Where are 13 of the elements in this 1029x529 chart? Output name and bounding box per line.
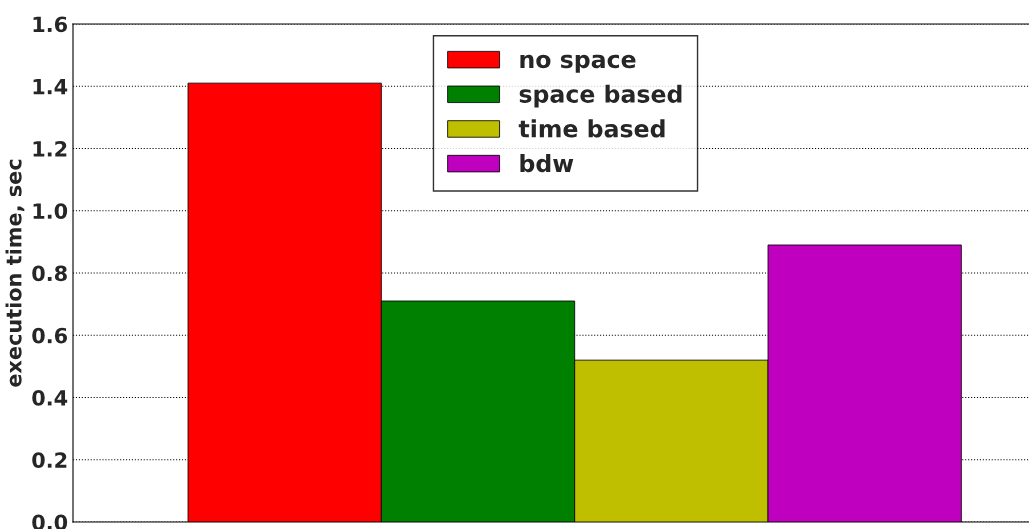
y-tick-label: 0.4 <box>32 389 68 406</box>
y-tick-label: 1.2 <box>33 140 67 157</box>
y-tick-label: 0.8 <box>32 265 67 282</box>
y-axis-title: execution time, sec <box>5 159 25 387</box>
legend-label: space based <box>519 84 682 108</box>
y-tick-label: 1.0 <box>33 203 68 219</box>
legend-label: no space <box>520 54 636 73</box>
y-tick-label: 1.4 <box>33 78 68 95</box>
y-tick-label: 1.6 <box>33 16 68 33</box>
y-tick-label: 0.6 <box>32 327 68 344</box>
legend-label: time based <box>518 119 665 138</box>
y-tick-label: 0.2 <box>32 452 67 468</box>
legend-label: bdw <box>520 153 574 173</box>
